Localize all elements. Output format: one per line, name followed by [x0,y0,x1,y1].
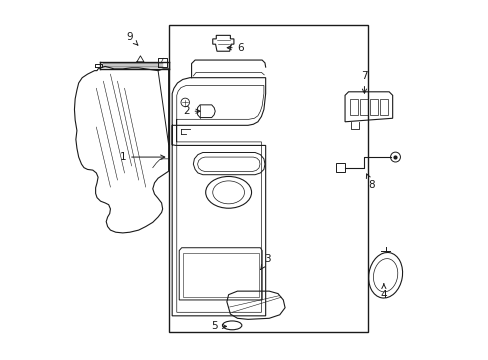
Bar [336,163,345,172]
Text: 3: 3 [260,255,270,270]
Text: 9: 9 [126,32,138,45]
Text: 4: 4 [380,284,386,300]
Text: 6: 6 [227,43,244,53]
Bar [360,99,367,116]
Text: 5: 5 [211,321,226,332]
Bar [369,99,377,116]
Bar [349,99,357,116]
Bar [183,253,258,297]
Text: 7: 7 [361,71,367,93]
Text: 1: 1 [119,152,164,162]
Bar [168,25,367,332]
Text: 2: 2 [183,106,200,116]
Text: 8: 8 [366,174,374,190]
Bar [379,99,387,116]
